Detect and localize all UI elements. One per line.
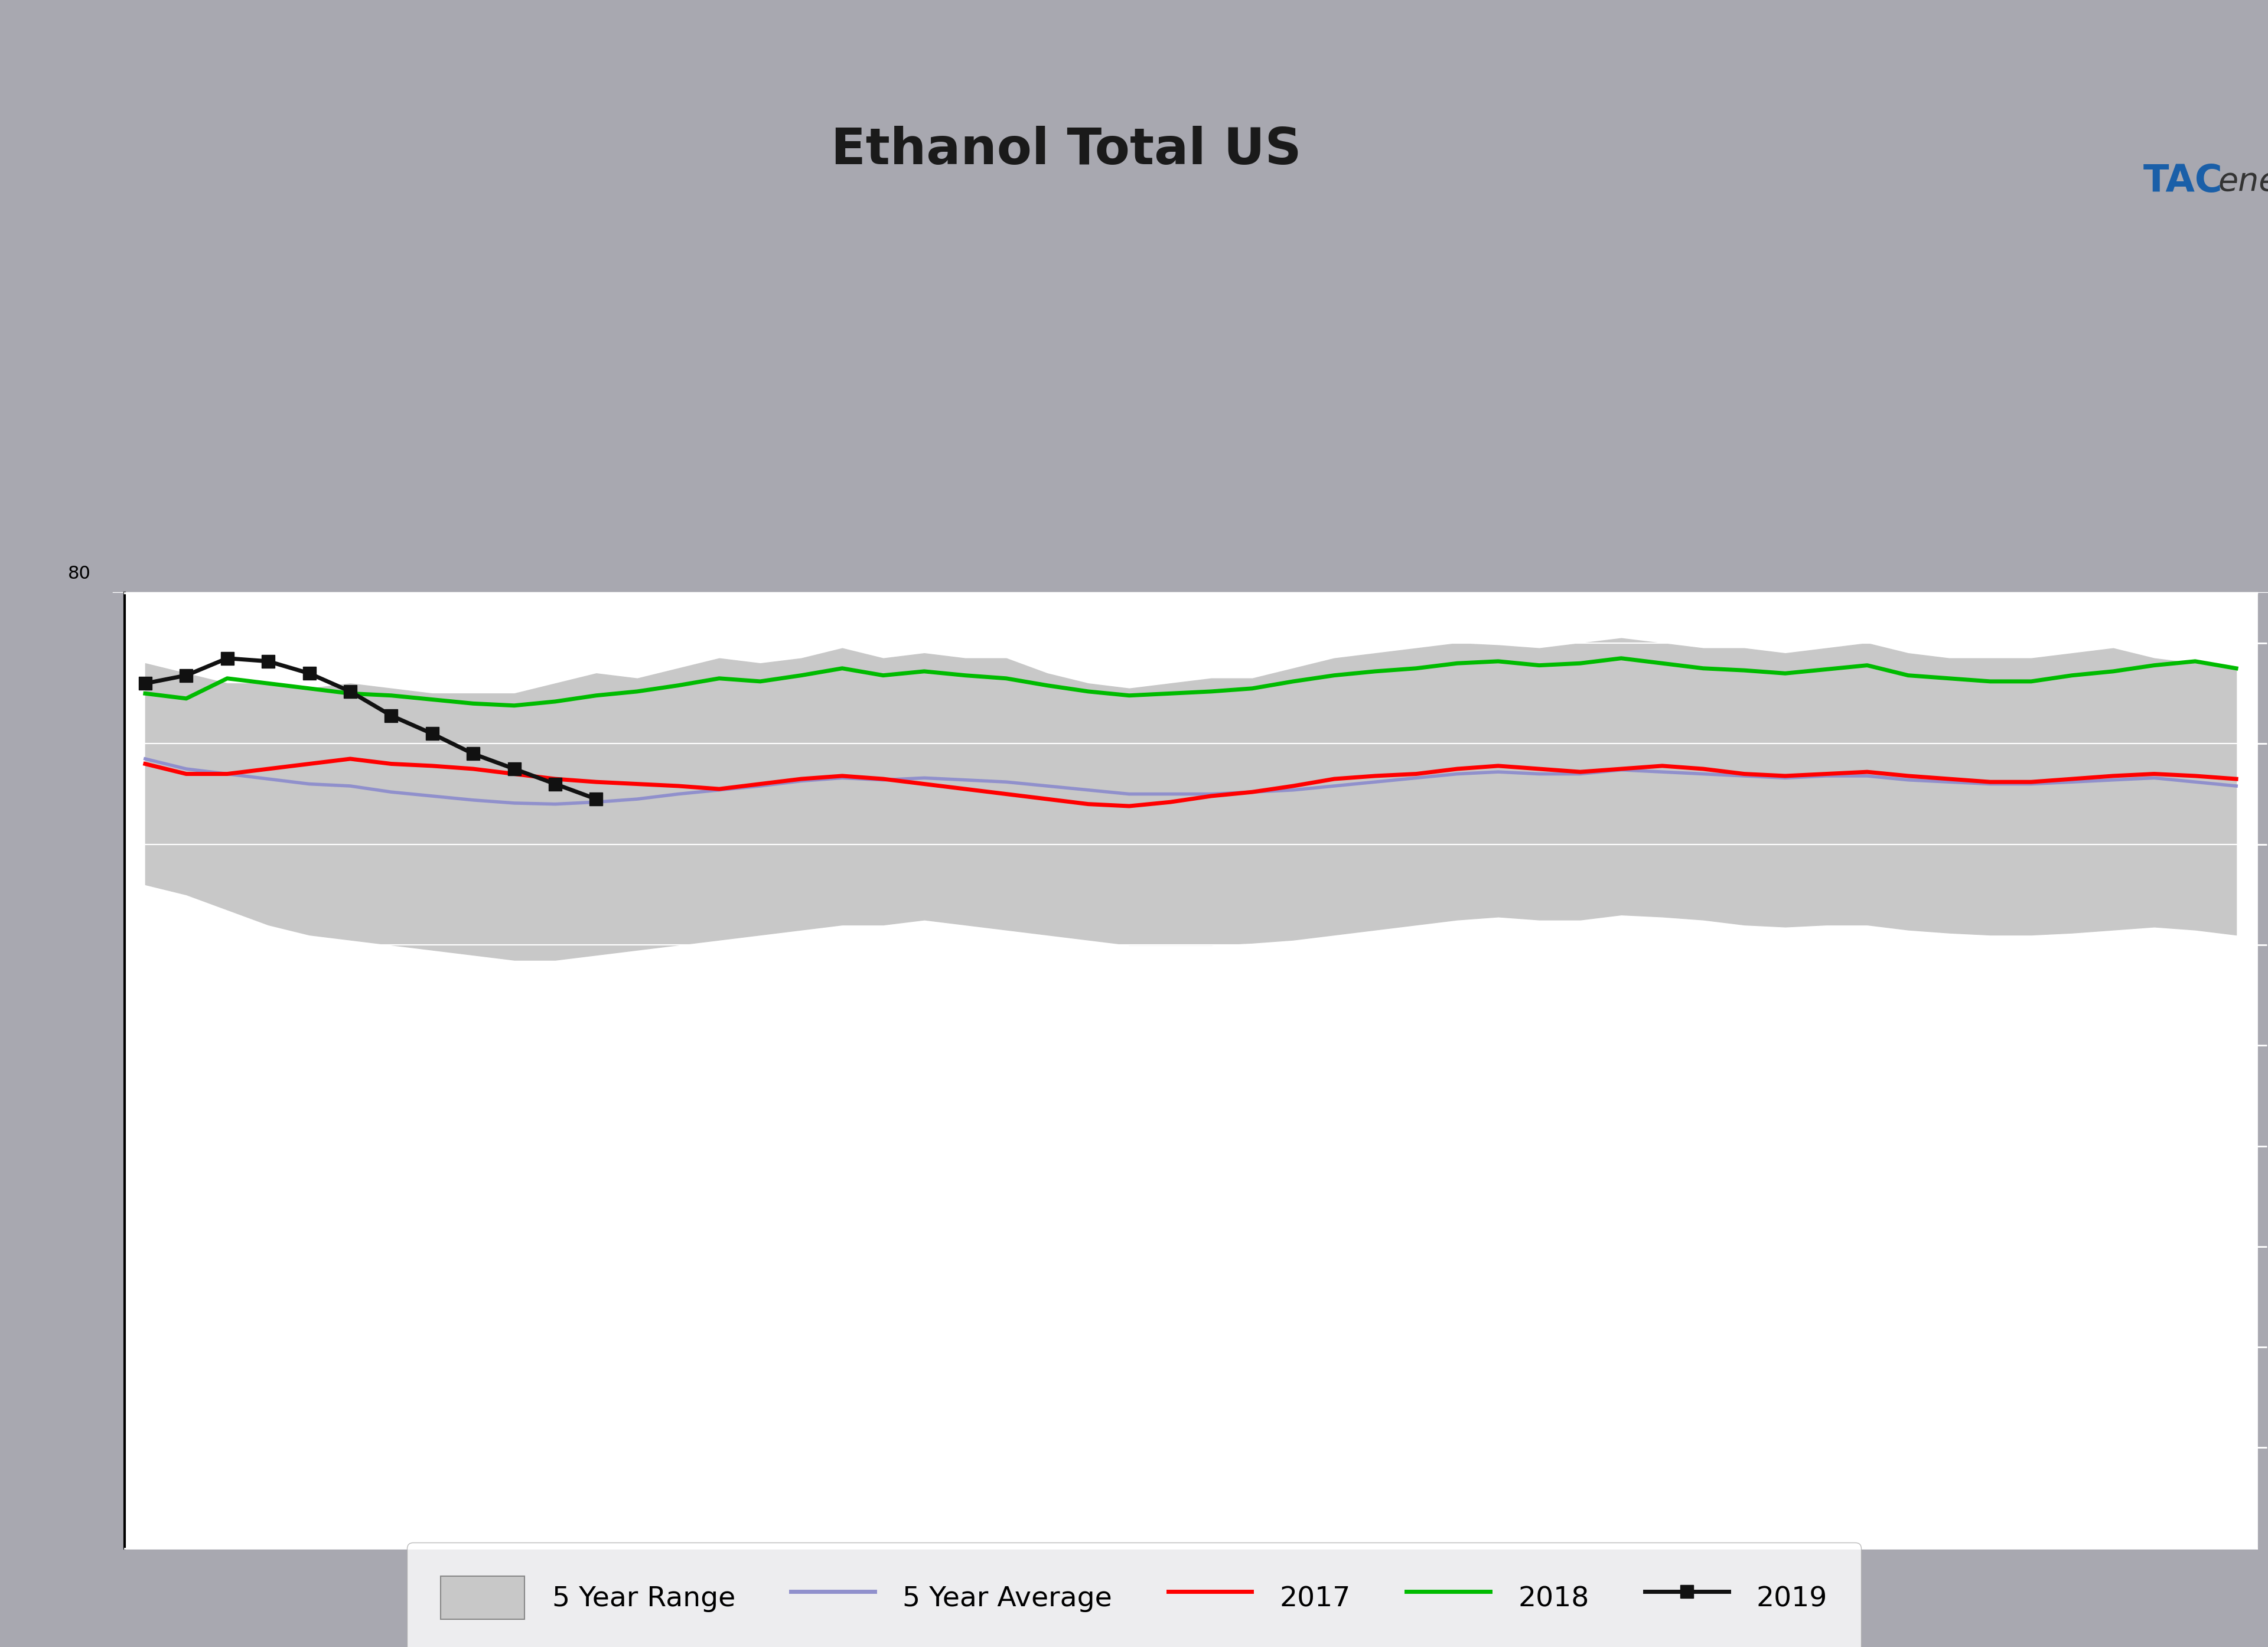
Text: 80: 80 bbox=[68, 565, 91, 581]
Text: Ethanol Total US: Ethanol Total US bbox=[830, 125, 1302, 175]
Text: energy: energy bbox=[2218, 166, 2268, 198]
Legend: 5 Year Range, 5 Year Average, 2017, 2018, 2019: 5 Year Range, 5 Year Average, 2017, 2018… bbox=[406, 1543, 1862, 1647]
Text: TAC: TAC bbox=[2143, 163, 2223, 199]
